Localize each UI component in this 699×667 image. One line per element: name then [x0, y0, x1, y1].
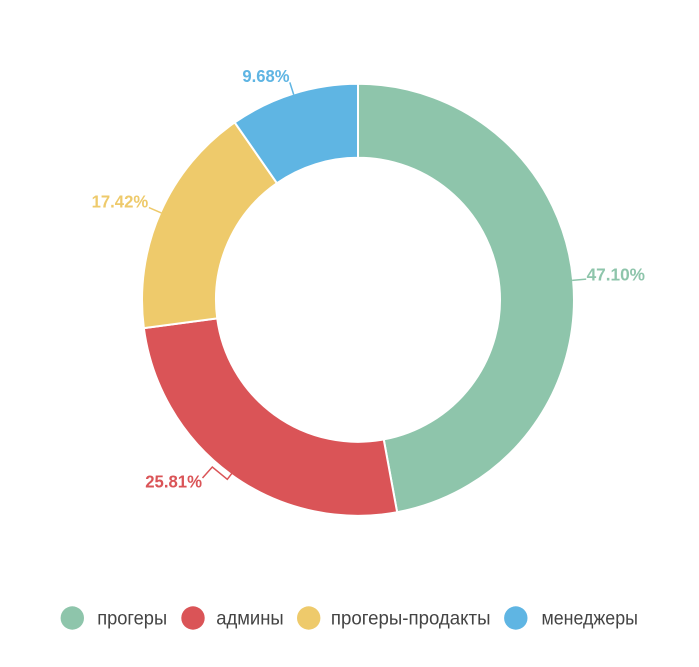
- svg-text:админы: админы: [216, 608, 284, 630]
- svg-text:47.10%: 47.10%: [587, 265, 646, 285]
- svg-text:25.81%: 25.81%: [145, 471, 202, 491]
- svg-text:17.42%: 17.42%: [92, 191, 149, 211]
- svg-text:9.68%: 9.68%: [242, 66, 290, 86]
- svg-text:прогеры: прогеры: [97, 608, 167, 630]
- svg-text:прогеры-продакты: прогеры-продакты: [331, 608, 491, 630]
- svg-text:менеджеры: менеджеры: [542, 608, 638, 630]
